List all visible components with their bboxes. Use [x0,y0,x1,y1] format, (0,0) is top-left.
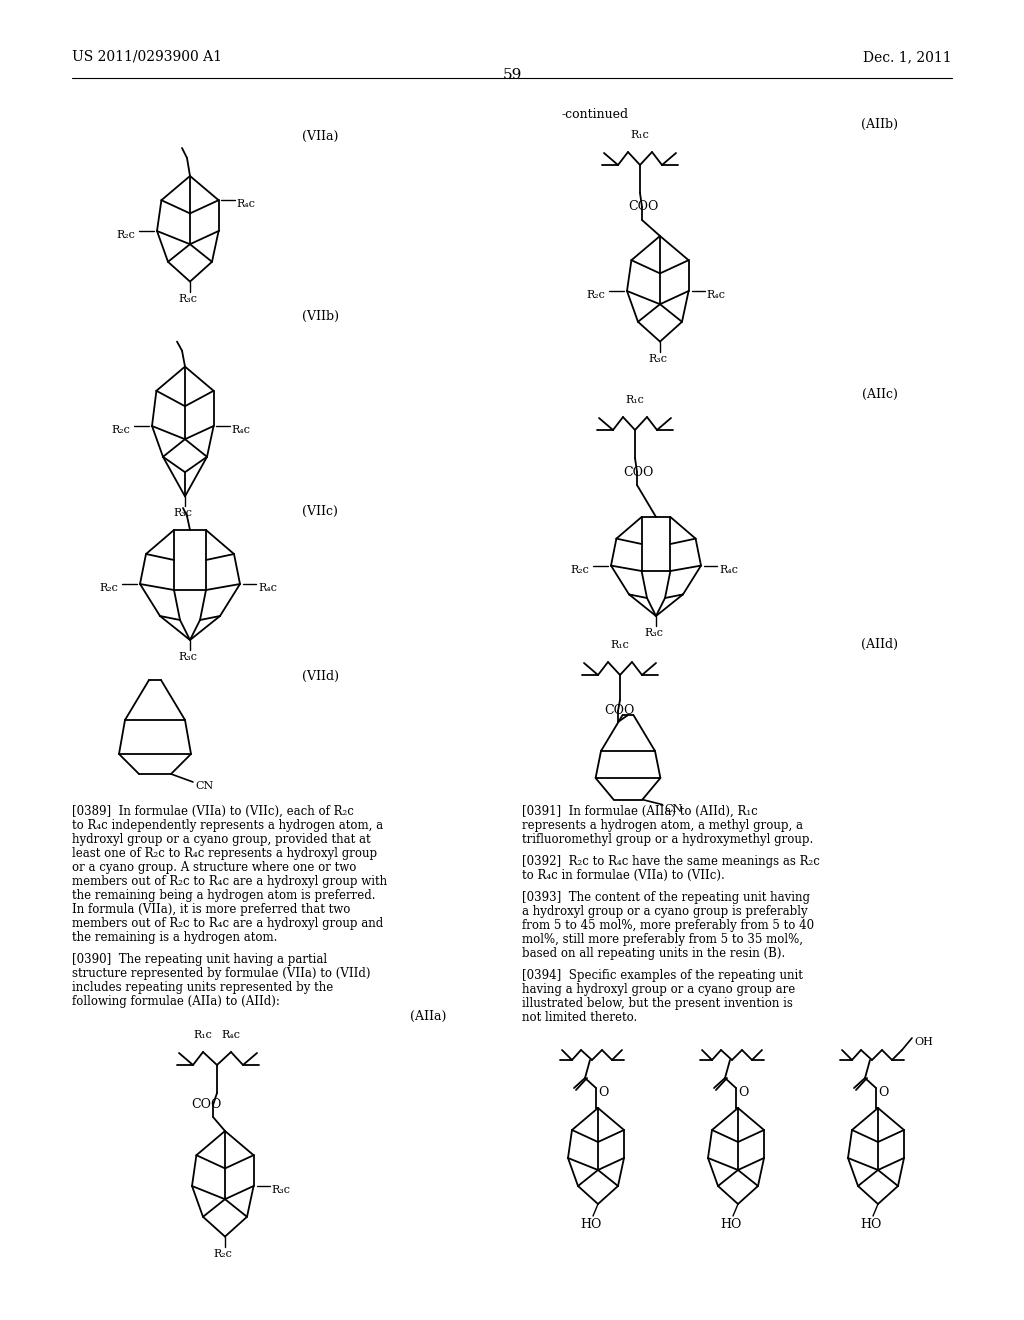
Text: [0393]  The content of the repeating unit having: [0393] The content of the repeating unit… [522,891,810,904]
Text: R₂c: R₂c [586,290,605,300]
Text: HO: HO [720,1218,741,1232]
Text: R₂c: R₂c [116,230,135,240]
Text: HO: HO [580,1218,601,1232]
Text: COO: COO [628,201,658,214]
Text: the remaining is a hydrogen atom.: the remaining is a hydrogen atom. [72,931,278,944]
Text: [0392]  R₂c to R₄c have the same meanings as R₂c: [0392] R₂c to R₄c have the same meanings… [522,855,820,869]
Text: R₄c: R₄c [258,583,278,593]
Text: US 2011/0293900 A1: US 2011/0293900 A1 [72,50,222,63]
Text: [0394]  Specific examples of the repeating unit: [0394] Specific examples of the repeatin… [522,969,803,982]
Text: having a hydroxyl group or a cyano group are: having a hydroxyl group or a cyano group… [522,983,796,997]
Text: hydroxyl group or a cyano group, provided that at: hydroxyl group or a cyano group, provide… [72,833,371,846]
Text: CN: CN [665,804,683,813]
Text: least one of R₂c to R₄c represents a hydroxyl group: least one of R₂c to R₄c represents a hyd… [72,847,377,861]
Text: to R₄c in formulae (VIIa) to (VIIc).: to R₄c in formulae (VIIa) to (VIIc). [522,869,725,882]
Text: (AIIa): (AIIa) [410,1010,446,1023]
Text: R₃c: R₃c [178,293,198,304]
Text: R₂c: R₂c [570,565,589,574]
Text: or a cyano group. A structure where one or two: or a cyano group. A structure where one … [72,861,356,874]
Text: R₄c: R₄c [719,565,738,574]
Text: a hydroxyl group or a cyano group is preferably: a hydroxyl group or a cyano group is pre… [522,906,808,917]
Text: from 5 to 45 mol%, more preferably from 5 to 40: from 5 to 45 mol%, more preferably from … [522,919,814,932]
Text: [0389]  In formulae (VIIa) to (VIIc), each of R₂c: [0389] In formulae (VIIa) to (VIIc), eac… [72,805,354,818]
Text: (AIIb): (AIIb) [861,117,898,131]
Text: R₃c: R₃c [648,354,668,363]
Text: 59: 59 [503,69,521,82]
Text: COO: COO [623,466,653,479]
Text: R₃c: R₃c [271,1185,291,1195]
Text: R₃c: R₃c [178,652,198,663]
Text: O: O [598,1085,608,1098]
Text: (VIIa): (VIIa) [302,129,338,143]
Text: based on all repeating units in the resin (B).: based on all repeating units in the resi… [522,946,785,960]
Text: CN: CN [195,781,213,791]
Text: R₃c: R₃c [173,508,193,519]
Text: (VIIb): (VIIb) [302,310,339,323]
Text: R₄c: R₄c [231,425,251,436]
Text: R₁c: R₁c [610,640,630,649]
Text: to R₄c independently represents a hydrogen atom, a: to R₄c independently represents a hydrog… [72,818,383,832]
Text: trifluoromethyl group or a hydroxymethyl group.: trifluoromethyl group or a hydroxymethyl… [522,833,813,846]
Text: R₁c: R₁c [626,395,644,405]
Text: represents a hydrogen atom, a methyl group, a: represents a hydrogen atom, a methyl gro… [522,818,803,832]
Text: OH: OH [914,1038,933,1047]
Text: members out of R₂c to R₄c are a hydroxyl group with: members out of R₂c to R₄c are a hydroxyl… [72,875,387,888]
Text: R₄c: R₄c [221,1030,241,1040]
Text: not limited thereto.: not limited thereto. [522,1011,637,1024]
Text: members out of R₂c to R₄c are a hydroxyl group and: members out of R₂c to R₄c are a hydroxyl… [72,917,383,931]
Text: (AIIc): (AIIc) [862,388,898,401]
Text: O: O [878,1085,889,1098]
Text: illustrated below, but the present invention is: illustrated below, but the present inven… [522,997,793,1010]
Text: R₄c: R₄c [237,199,256,209]
Text: following formulae (AIIa) to (AIId):: following formulae (AIIa) to (AIId): [72,995,280,1008]
Text: HO: HO [860,1218,882,1232]
Text: In formula (VIIa), it is more preferred that two: In formula (VIIa), it is more preferred … [72,903,350,916]
Text: R₁c: R₁c [631,129,649,140]
Text: [0391]  In formulae (AIIa) to (AIId), R₁c: [0391] In formulae (AIIa) to (AIId), R₁c [522,805,758,818]
Text: R₂c: R₂c [214,1249,232,1258]
Text: R₂c: R₂c [99,583,118,593]
Text: (VIIc): (VIIc) [302,506,338,517]
Text: COO: COO [604,705,635,718]
Text: R₃c: R₃c [644,628,664,638]
Text: COO: COO [191,1098,221,1111]
Text: (AIId): (AIId) [861,638,898,651]
Text: [0390]  The repeating unit having a partial: [0390] The repeating unit having a parti… [72,953,327,966]
Text: O: O [738,1085,749,1098]
Text: Dec. 1, 2011: Dec. 1, 2011 [863,50,952,63]
Text: includes repeating units represented by the: includes repeating units represented by … [72,981,333,994]
Text: (VIId): (VIId) [302,671,339,682]
Text: the remaining being a hydrogen atom is preferred.: the remaining being a hydrogen atom is p… [72,888,376,902]
Text: R₁c: R₁c [194,1030,212,1040]
Text: R₄c: R₄c [707,290,726,300]
Text: structure represented by formulae (VIIa) to (VIId): structure represented by formulae (VIIa)… [72,968,371,979]
Text: R₂c: R₂c [112,425,130,436]
Text: -continued: -continued [561,108,629,121]
Text: mol%, still more preferably from 5 to 35 mol%,: mol%, still more preferably from 5 to 35… [522,933,803,946]
